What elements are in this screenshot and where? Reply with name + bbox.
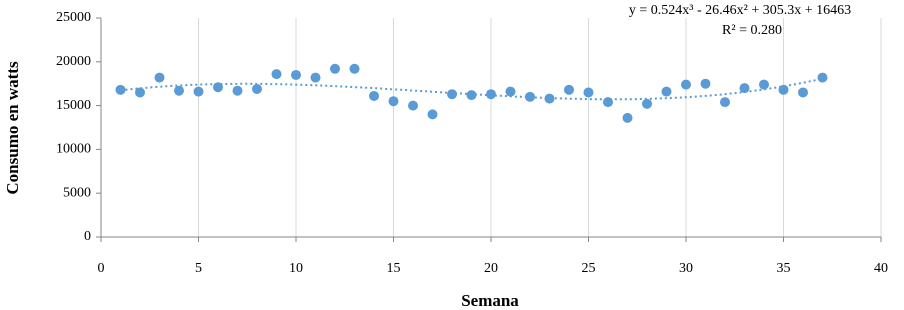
data-point bbox=[447, 89, 457, 100]
data-point bbox=[466, 90, 477, 101]
data-point bbox=[681, 79, 691, 90]
x-tick-label: 30 bbox=[679, 261, 693, 276]
data-point bbox=[505, 86, 516, 97]
data-point bbox=[369, 90, 379, 101]
x-tick-label: 15 bbox=[387, 261, 401, 276]
y-tick-label: 25000 bbox=[56, 10, 91, 25]
data-point bbox=[213, 82, 223, 93]
data-point bbox=[564, 84, 574, 95]
x-tick-label: 5 bbox=[195, 261, 202, 276]
data-point bbox=[310, 72, 321, 83]
data-point bbox=[759, 79, 769, 90]
data-point bbox=[622, 112, 633, 123]
data-point bbox=[232, 85, 243, 96]
data-point bbox=[720, 97, 730, 108]
data-point bbox=[154, 72, 165, 83]
data-point bbox=[349, 63, 360, 74]
data-point bbox=[778, 84, 789, 95]
r-squared: R² = 0.280 bbox=[722, 23, 782, 38]
data-point bbox=[193, 86, 204, 97]
data-point bbox=[525, 91, 535, 102]
data-point bbox=[739, 83, 750, 94]
y-tick-label: 15000 bbox=[56, 98, 91, 113]
x-tick-label: 40 bbox=[874, 261, 888, 276]
data-point bbox=[291, 69, 301, 80]
data-point bbox=[583, 87, 594, 98]
data-point bbox=[642, 98, 652, 109]
data-point bbox=[388, 96, 399, 107]
data-point bbox=[408, 100, 418, 111]
x-tick-label: 10 bbox=[289, 261, 303, 276]
data-point bbox=[174, 85, 184, 96]
x-axis-title: Semana bbox=[461, 291, 519, 310]
data-point bbox=[271, 69, 282, 80]
x-tick-label: 0 bbox=[98, 261, 105, 276]
y-axis-title: Consumo en watts bbox=[3, 61, 22, 195]
data-point bbox=[330, 63, 340, 74]
y-tick-label: 10000 bbox=[56, 142, 91, 157]
y-tick-label: 0 bbox=[84, 229, 91, 244]
y-tick-label: 5000 bbox=[63, 185, 91, 200]
data-point bbox=[544, 93, 555, 104]
data-point bbox=[603, 97, 613, 108]
data-point bbox=[486, 89, 496, 100]
data-point bbox=[700, 78, 711, 89]
data-point bbox=[115, 84, 126, 95]
data-point bbox=[661, 86, 672, 97]
data-point bbox=[817, 72, 828, 83]
data-point bbox=[252, 83, 262, 94]
y-tick-label: 20000 bbox=[56, 54, 91, 69]
x-tick-label: 35 bbox=[777, 261, 791, 276]
data-point bbox=[427, 109, 438, 120]
trendline-equation: y = 0.524x³ - 26.46x² + 305.3x + 16463 bbox=[629, 3, 851, 18]
data-point bbox=[798, 87, 808, 98]
data-point bbox=[135, 87, 145, 98]
x-tick-label: 25 bbox=[582, 261, 596, 276]
x-tick-label: 20 bbox=[484, 261, 498, 276]
